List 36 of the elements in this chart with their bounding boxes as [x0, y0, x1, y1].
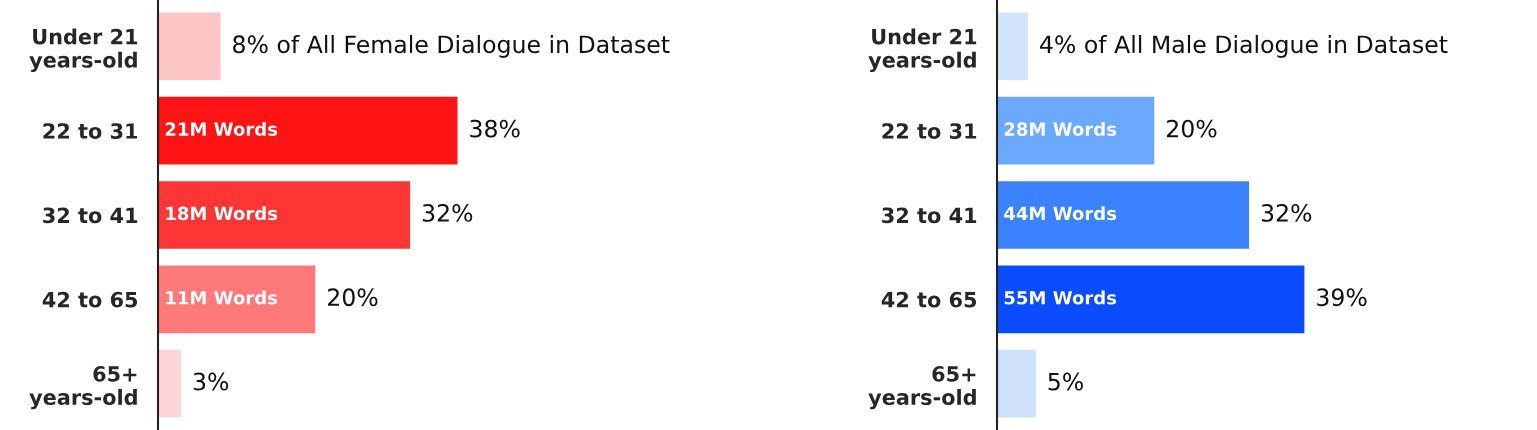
bar: [997, 95, 1156, 166]
annotation: 44M Words: [1004, 206, 1117, 221]
y-tick-label: 22 to 31: [882, 123, 977, 139]
annotation: 28M Words: [1004, 121, 1117, 136]
bar: [158, 179, 412, 251]
data-label: 4% of All Male Dialogue in Dataset: [1040, 34, 1448, 58]
y-tick-label: 22 to 31: [43, 123, 138, 139]
annotation: 11M Words: [166, 290, 278, 305]
y-tick-label: Under 21 years-old: [868, 28, 977, 73]
bar: [997, 179, 1251, 251]
y-tick-label: 32 to 41: [43, 207, 138, 224]
y-tick-label: 65+ years-old: [29, 366, 137, 410]
bar: [158, 264, 317, 335]
annotation: 55M Words: [1004, 290, 1117, 305]
bar: [158, 348, 183, 419]
data-label: 20%: [328, 288, 378, 307]
data-label: 38%: [470, 119, 520, 138]
bar: [997, 11, 1030, 82]
y-tick-label: 65+ years-old: [868, 366, 976, 410]
data-label: 5%: [1048, 372, 1083, 391]
bar: [158, 95, 459, 166]
annotation: 18M Words: [166, 206, 278, 221]
data-label: 3%: [193, 372, 229, 391]
annotation: 21M Words: [165, 121, 278, 136]
bar: [158, 11, 222, 82]
y-tick-label: Under 21 years-old: [29, 28, 138, 73]
y-tick-label: 42 to 65: [42, 291, 138, 308]
data-label: 39%: [1317, 288, 1367, 307]
data-label: 32%: [1261, 203, 1312, 222]
data-label: 8% of All Female Dialogue in Dataset: [233, 34, 670, 58]
y-tick-label: 32 to 41: [882, 207, 977, 224]
bar: [997, 348, 1038, 419]
data-label: 20%: [1167, 119, 1217, 138]
data-label: 32%: [422, 203, 473, 222]
bar: [997, 264, 1306, 335]
y-tick-label: 42 to 65: [881, 291, 977, 308]
